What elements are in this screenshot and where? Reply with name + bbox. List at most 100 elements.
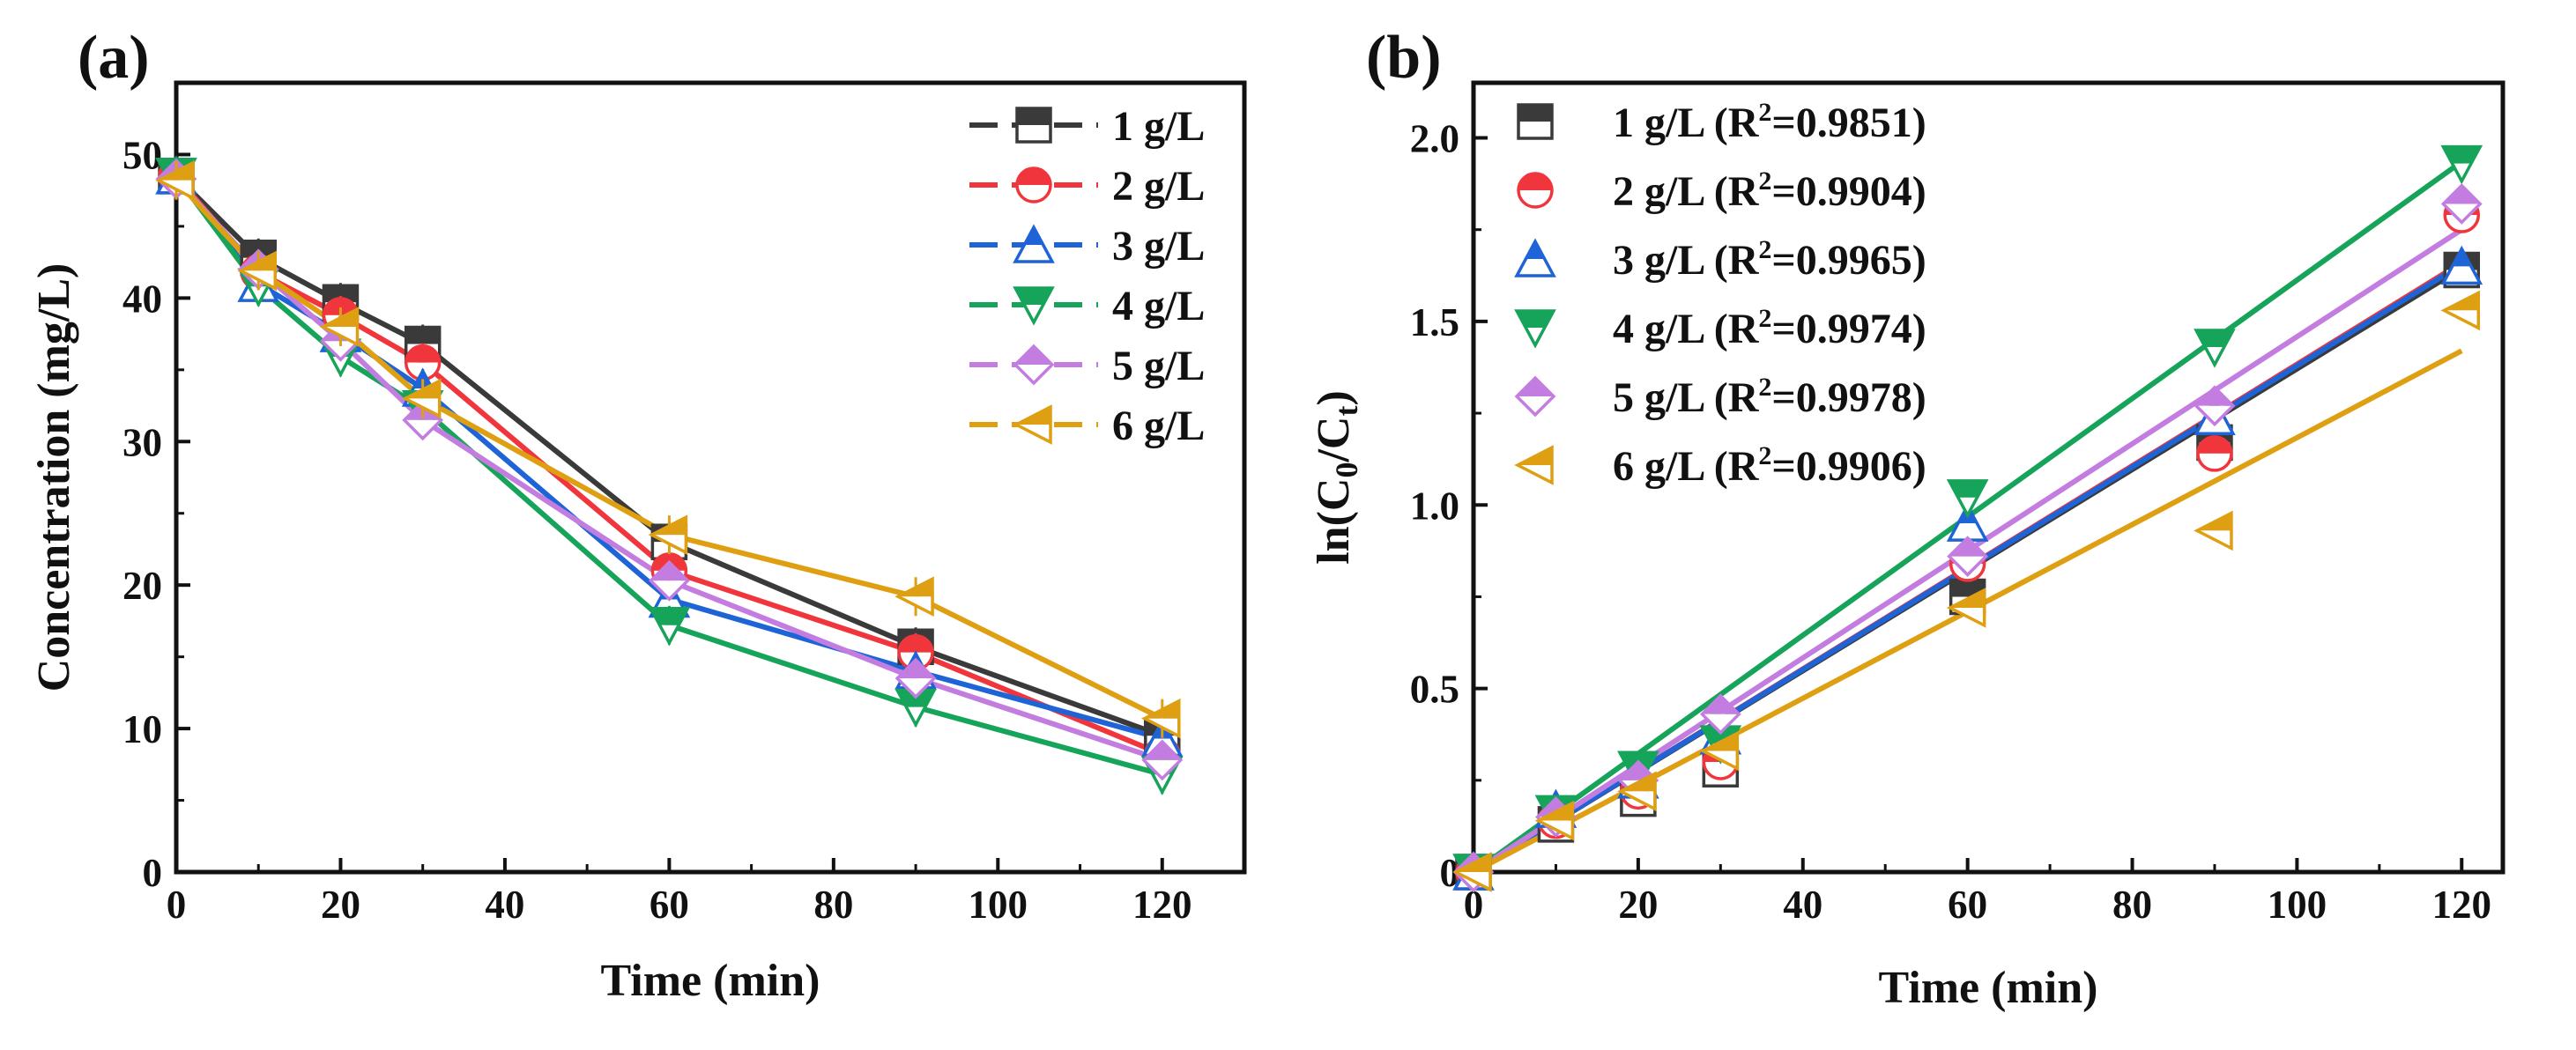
legend-b-marker-4-outline: [1514, 375, 1556, 418]
x-tick-label-b-3: 60: [1948, 883, 1987, 927]
point-b-5-2: [1617, 771, 1657, 812]
y-title-b-sub0: 0: [1329, 462, 1364, 478]
point-b-5-0: [1452, 852, 1492, 892]
point-a-5-1: [237, 250, 277, 292]
y-tick-label-a-0: 0: [143, 851, 163, 895]
legend-a-marker-5: [1013, 404, 1052, 445]
point-b-4-6-outline: [2440, 183, 2483, 225]
y-title-b-end: ): [1309, 390, 1359, 405]
legend-b-name-1: 2 g/L (R: [1613, 168, 1760, 215]
point-b-4-3-top: [1702, 695, 1740, 714]
x-tick-label-a-6: 120: [1132, 883, 1192, 927]
legend-b-marker-4-bottom: [1517, 396, 1554, 415]
x-tick-label-b-6: 120: [2432, 883, 2492, 927]
legend-a-marker-0-bottom: [1017, 125, 1050, 142]
point-a-5-6-outline: [1140, 698, 1181, 739]
legend-b-label-1: 2 g/L (R2=0.9904): [1613, 166, 1926, 215]
point-a-4-5-bottom: [897, 678, 934, 697]
point-a-4-4: [649, 559, 690, 602]
point-b-5-0-outline: [1452, 852, 1492, 892]
point-a-5-3-bottom: [405, 398, 440, 417]
y-tick-label-a-4: 40: [122, 277, 162, 321]
y-tick-label-b-1: 0.5: [1410, 668, 1459, 712]
point-a-0-2-top: [323, 285, 358, 303]
y-tick-label-b-0: 0: [1440, 851, 1460, 895]
point-a-5-3: [401, 378, 442, 419]
point-b-2-6: [2440, 245, 2483, 285]
x-tick-label-a-5: 100: [969, 883, 1028, 927]
panel-label-b: (b): [1366, 24, 1442, 92]
legend-b-sup-4: 2: [1758, 373, 1771, 402]
legend-a-marker-2-bottom: [1015, 245, 1052, 262]
legend-a-marker-2-top: [1024, 227, 1043, 245]
legend-b-label-3: 4 g/L (R2=0.9974): [1613, 304, 1926, 352]
legend-b-marker-2-top: [1526, 241, 1545, 259]
legend-a-label-5: 6 g/L: [1112, 403, 1205, 449]
legend-a-marker-2-outline: [1013, 224, 1055, 263]
ticks-a: 0 20 40 60 80 100 120 0 10 20 30 40 50: [122, 133, 1192, 927]
legend-b: 1 g/L (R2=0.9851)2 g/L (R2=0.9904)3 g/L …: [1514, 98, 1926, 490]
point-b-1-5-top: [2197, 436, 2231, 454]
legend-a-marker-3: [1013, 286, 1055, 326]
point-a-4-5-outline: [895, 657, 937, 699]
legend-b-marker-2: [1514, 238, 1556, 277]
legend-b-marker-4: [1514, 375, 1556, 418]
y-tick-label-a-5: 50: [122, 133, 162, 177]
point-b-2-6-bottom: [2443, 266, 2481, 284]
legend-a-label-2: 3 g/L: [1112, 223, 1205, 270]
point-b-0-6-outline: [2443, 251, 2481, 289]
point-a-3-1-bottom: [249, 286, 268, 305]
point-a-5-1-outline: [237, 250, 277, 292]
legend-a-marker-0: [1015, 107, 1052, 144]
y-tick-label-a-3: 30: [122, 420, 162, 464]
y-tick-label-b-2: 1.0: [1410, 484, 1459, 528]
legend-b-name-4: 5 g/L (R: [1613, 374, 1760, 421]
point-a-0-3-top: [405, 327, 440, 344]
x-tick-label-a-4: 80: [813, 883, 853, 927]
point-b-4-3: [1699, 693, 1741, 736]
point-b-4-5: [2194, 385, 2236, 427]
point-b-5-4-outline: [1946, 588, 1986, 628]
x-tick-label-a-1: 20: [321, 883, 360, 927]
legend-b-marker-1: [1517, 172, 1554, 209]
point-a-1-5-outline: [897, 634, 934, 671]
point-b-3-4-bottom: [1958, 497, 1978, 515]
point-a-3-4: [648, 607, 691, 647]
point-b-4-5-bottom: [2196, 405, 2233, 425]
legend-a-label-1: 2 g/L: [1112, 163, 1205, 210]
point-a-5-1-bottom: [241, 270, 276, 289]
panel-b: (b) Time (min) ln(C0/Ct) 0 20 40 60 80 100 120…: [1309, 24, 2505, 1013]
legend-b-r2-4: =0.9978): [1771, 374, 1926, 421]
legend-a-marker-1-outline: [1015, 166, 1052, 203]
x-tick-label-b-4: 80: [2112, 883, 2152, 927]
legend-a-marker-4-top: [1015, 346, 1052, 365]
point-b-3-6-top: [2443, 146, 2481, 164]
legend-b-marker-2-outline: [1514, 238, 1556, 277]
plot-frame-a: [174, 80, 1247, 875]
legend-a-marker-0-top: [1017, 108, 1050, 125]
legend-b-marker-1-top: [1518, 174, 1552, 190]
point-a-5-6: [1140, 698, 1181, 739]
legend-b-marker-0-outline: [1517, 103, 1554, 140]
point-a-4-6-top: [1143, 742, 1181, 760]
point-a-5-3-outline: [401, 378, 442, 419]
point-b-3-4: [1946, 479, 1989, 519]
point-a-4-4-top: [650, 562, 688, 581]
legend-b-marker-0-bottom: [1518, 122, 1552, 138]
point-b-5-1-outline: [1534, 800, 1575, 841]
legend-b-name-2: 3 g/L (R: [1613, 237, 1760, 284]
legend-b-r2-5: =0.9906): [1771, 443, 1926, 490]
point-a-5-4-bottom: [651, 535, 687, 553]
legend-b-label-2: 3 g/L (R2=0.9965): [1613, 235, 1926, 284]
point-a-3-4-top: [650, 608, 688, 625]
point-a-3-6-bottom: [1153, 774, 1172, 793]
point-a-1-3-outline: [404, 344, 442, 381]
point-b-3-6: [2440, 144, 2483, 185]
legend-b-marker-3-outline: [1514, 309, 1556, 349]
legend-a: 1 g/L 2 g/L 3 g/L 4 g/L 5 g/L 6 g/L: [969, 103, 1205, 449]
point-b-4-4: [1947, 536, 1989, 577]
legend-b-r2-1: =0.9904): [1771, 168, 1926, 215]
ticks-b: 0 20 40 60 80 100 120 0 0.5 1.0 1.5 2.0: [1410, 117, 2491, 927]
legend-b-marker-4-top: [1517, 378, 1554, 396]
